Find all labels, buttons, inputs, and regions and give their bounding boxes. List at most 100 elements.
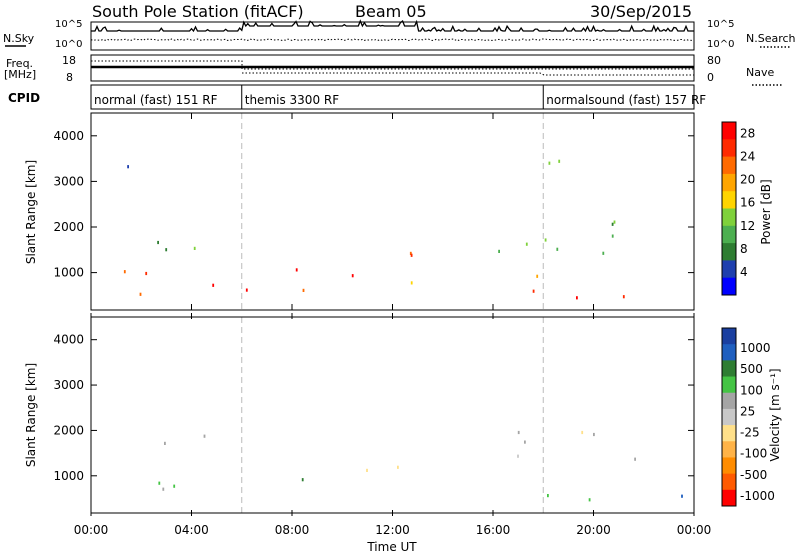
- heatmap-cell-4: [127, 165, 129, 169]
- heatmap-cell-7: [548, 161, 551, 165]
- velocity-colorbar-segment: [722, 457, 736, 475]
- velocity-colorbar-tick: 1000: [740, 341, 771, 355]
- power-colorbar-label: Power [dB]: [759, 179, 773, 244]
- nave-tick-80: 80: [707, 54, 721, 67]
- cpid-frame: [90, 84, 695, 110]
- freq-label-line1: Freq.: [6, 57, 33, 70]
- freq-strip: Freq. [MHz] Nave 18 8 80 0: [4, 54, 782, 86]
- power-colorbar-segment: [722, 277, 736, 296]
- heatmap-cell-4: [588, 498, 591, 502]
- nave-tick-0: 0: [707, 71, 714, 84]
- noise-frame: [90, 21, 695, 51]
- velocity-colorbar-segment: [722, 344, 736, 361]
- heatmap-cell-3: [581, 430, 584, 435]
- power-colorbar-tick: 8: [740, 242, 748, 256]
- heatmap-cell-5: [498, 249, 500, 253]
- power-colorbar-tick: 24: [740, 150, 755, 164]
- velocity-colorbar-segment: [722, 392, 736, 410]
- date-label: 30/Sep/2015: [590, 2, 692, 21]
- nsky-series: [91, 19, 694, 33]
- y-tick-label: 1000: [53, 469, 84, 483]
- freq-label-line2: [MHz]: [4, 68, 36, 81]
- power-colorbar-tick: 12: [740, 219, 755, 233]
- velocity-colorbar-segment: [722, 425, 736, 442]
- nsky-label: N.Sky: [3, 32, 35, 45]
- heatmap-cell-1: [366, 468, 368, 472]
- velocity-colorbar-segment: [722, 408, 736, 426]
- time-axis: 00:00 04:00 08:00 12:00 16:00 20:00 00:00: [74, 113, 712, 537]
- x-tick-label: 00:00: [677, 523, 712, 537]
- x-tick-label: 12:00: [375, 523, 410, 537]
- nave-label: Nave: [746, 66, 774, 79]
- power-colorbar-tick: 28: [740, 127, 755, 141]
- noise-tick-top-left: 10^5: [55, 19, 82, 30]
- velocity-panel: 1000 2000 3000 4000 Slant Range [km] 1000 50…: [24, 316, 782, 514]
- cpid-segment-2: normalsound (fast) 157 RF: [546, 93, 706, 107]
- y-tick-label: 3000: [53, 174, 84, 188]
- heatmap-cell-5: [602, 251, 605, 255]
- heatmap-cell-3: [634, 457, 636, 461]
- velocity-ylabel: Slant Range [km]: [24, 363, 38, 467]
- power-colorbar-segment: [722, 173, 736, 192]
- freq-tick-8: 8: [66, 71, 73, 84]
- noise-tick-bottom-left: 10^0: [55, 39, 82, 50]
- velocity-colorbar: 1000 500 100 25 -25 -100 -500 -1000: [721, 327, 775, 507]
- velocity-colorbar-tick: -100: [740, 447, 767, 461]
- power-colorbar-segment: [722, 243, 736, 261]
- heatmap-cell-0: [301, 478, 304, 482]
- y-tick-label: 3000: [53, 378, 84, 392]
- heatmap-cell-3: [517, 430, 520, 435]
- heatmap-cell-7: [558, 159, 561, 163]
- velocity-colorbar-tick: -1000: [740, 489, 775, 503]
- y-tick-label: 2000: [53, 220, 84, 234]
- heatmap-cell-0: [245, 288, 248, 292]
- heatmap-cell-0: [139, 292, 142, 296]
- time-axis-label: Time UT: [366, 540, 417, 554]
- power-heatmap-cells: [123, 113, 625, 310]
- heatmap-cell-6: [536, 274, 539, 278]
- heatmap-cell-4: [547, 494, 549, 498]
- beam-label: Beam 05: [355, 2, 427, 21]
- cpid-segment-0: normal (fast) 151 RF: [94, 93, 218, 107]
- heatmap-cell-5: [613, 220, 616, 224]
- power-colorbar-frame: [721, 121, 737, 296]
- heatmap-cell-6: [532, 289, 535, 293]
- velocity-heatmap-cells: [158, 317, 683, 513]
- noise-tick-top-right: 10^5: [707, 19, 734, 30]
- power-colorbar-tick: 20: [740, 173, 755, 187]
- heatmap-cell-5: [556, 247, 559, 251]
- heatmap-cell-2: [164, 441, 166, 445]
- heatmap-cell-6: [622, 295, 625, 299]
- velocity-colorbar-label: Velocity [m s⁻¹]: [768, 368, 782, 461]
- heatmap-cell-0: [162, 487, 165, 491]
- heatmap-cell-1: [295, 268, 298, 272]
- nave-secondary-series: [242, 72, 694, 76]
- heatmap-cell-4: [681, 494, 683, 498]
- velocity-colorbar-segment: [722, 473, 736, 491]
- power-colorbar-segment: [722, 225, 736, 244]
- y-tick-label: 1000: [53, 266, 84, 280]
- heatmap-cell-1: [302, 288, 305, 292]
- power-colorbar-segment: [722, 260, 736, 279]
- heatmap-cell-2: [203, 434, 206, 438]
- x-tick-label: 16:00: [476, 523, 511, 537]
- x-tick-label: 00:00: [74, 523, 109, 537]
- power-colorbar: 4 8 12 16 20 24 28: [721, 121, 755, 296]
- y-tick-label: 2000: [53, 423, 84, 437]
- heatmap-cell-2: [410, 253, 413, 257]
- heatmap-cell-2: [410, 281, 413, 285]
- heatmap-cell-5: [611, 234, 614, 238]
- heatmap-cell-0: [158, 481, 161, 485]
- heatmap-cell-3: [193, 246, 196, 250]
- y-tick-label: 4000: [53, 333, 84, 347]
- velocity-colorbar-segment: [722, 441, 736, 458]
- cpid-label: CPID: [8, 91, 40, 105]
- cpid-segment-1: themis 3300 RF: [245, 93, 339, 107]
- noise-tick-bottom-right: 10^0: [707, 39, 734, 50]
- velocity-colorbar-tick: 25: [740, 404, 755, 418]
- heatmap-cell-3: [165, 248, 168, 252]
- velocity-colorbar-frame: [721, 327, 737, 507]
- heatmap-cell-3: [593, 432, 595, 437]
- heatmap-cell-3: [157, 240, 159, 245]
- heatmap-cell-5: [611, 222, 614, 226]
